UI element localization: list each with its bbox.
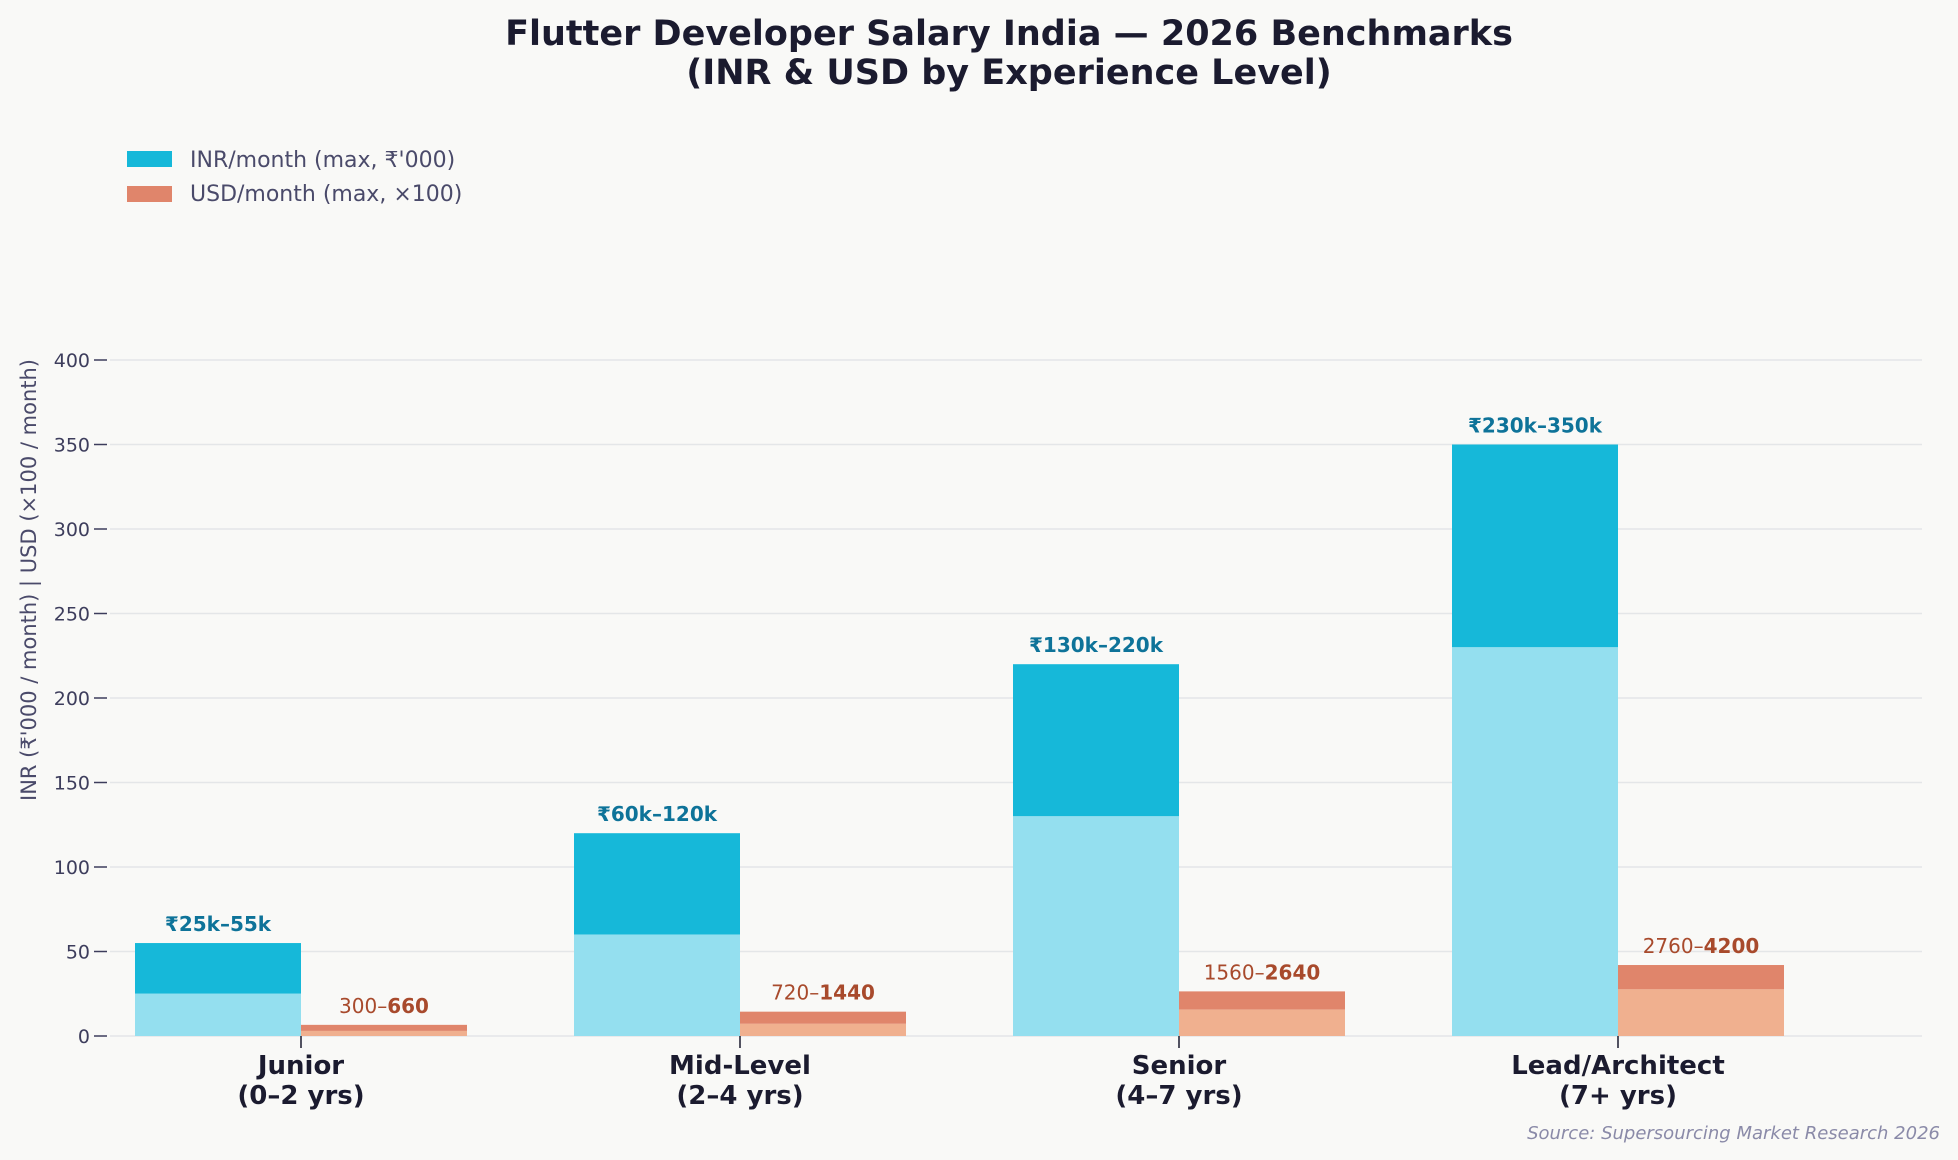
y-tick-label: 150 xyxy=(54,773,90,795)
bar-usd-max xyxy=(301,1024,467,1031)
legend-swatch-usd xyxy=(127,186,172,202)
bar-value-labels: ₹25k–55k 300–660 ₹60k–120k 720–1440 ₹130k–22… xyxy=(165,414,1759,1018)
x-category-sublabel: (4–7 yrs) xyxy=(1115,1081,1242,1111)
x-category-sublabel: (7+ yrs) xyxy=(1559,1081,1677,1111)
y-tick-label: 300 xyxy=(54,519,90,541)
usd-range-label: 2760–4200 xyxy=(1643,934,1760,958)
bar-inr-max xyxy=(1013,664,1179,817)
bar-inr-max xyxy=(574,833,740,935)
source-note: Source: Supersourcing Market Research 20… xyxy=(1527,1123,1940,1144)
usd-range-label: 300–660 xyxy=(339,994,429,1018)
bar-inr-min xyxy=(574,934,740,1036)
y-tick-label: 200 xyxy=(54,688,90,710)
y-tick-label: 50 xyxy=(66,942,90,964)
x-category-label: Lead/Architect xyxy=(1511,1051,1725,1081)
chart-title-line-1: Flutter Developer Salary India — 2026 Be… xyxy=(505,14,1513,54)
legend: INR/month (max, ₹'000) USD/month (max, ×… xyxy=(127,148,462,207)
bar-inr-min xyxy=(135,993,301,1036)
chart-title: Flutter Developer Salary India — 2026 Be… xyxy=(505,14,1513,93)
chart-title-line-2: (INR & USD by Experience Level) xyxy=(686,53,1332,93)
bar-usd-max xyxy=(1179,991,1345,1010)
bar-usd-max xyxy=(740,1011,906,1024)
x-category-label: Senior xyxy=(1132,1051,1227,1081)
bar-inr-max xyxy=(135,943,301,994)
y-axis-label: INR (₹'000 / month) | USD (×100 / month) xyxy=(17,359,42,801)
bars xyxy=(135,444,1784,1036)
usd-range-max: 660 xyxy=(387,994,429,1018)
usd-range-label: 720–1440 xyxy=(771,981,875,1005)
bar-usd-min xyxy=(1179,1009,1345,1036)
legend-label-inr: INR/month (max, ₹'000) xyxy=(190,148,455,173)
x-category-sublabel: (0–2 yrs) xyxy=(237,1081,364,1111)
inr-range-label: ₹60k–120k xyxy=(597,802,718,826)
inr-range-label: ₹25k–55k xyxy=(165,912,272,936)
bar-usd-min xyxy=(1618,989,1784,1036)
usd-range-min: 300– xyxy=(339,994,387,1018)
bar-usd-min xyxy=(740,1023,906,1036)
inr-range-label: ₹130k–220k xyxy=(1029,633,1164,657)
y-tick-label: 0 xyxy=(78,1026,90,1048)
axes: INR (₹'000 / month) | USD (×100 / month)… xyxy=(17,350,1725,1111)
inr-range-label: ₹230k–350k xyxy=(1468,414,1603,438)
bar-inr-min xyxy=(1013,816,1179,1036)
usd-range-min: 720– xyxy=(771,981,819,1005)
bar-inr-min xyxy=(1452,647,1618,1036)
legend-label-usd: USD/month (max, ×100) xyxy=(190,182,462,207)
usd-range-max: 4200 xyxy=(1704,934,1760,958)
usd-range-max: 2640 xyxy=(1265,960,1321,984)
usd-range-min: 2760– xyxy=(1643,934,1704,958)
y-tick-label: 350 xyxy=(54,435,90,457)
usd-range-min: 1560– xyxy=(1204,960,1265,984)
y-tick-label: 400 xyxy=(54,350,90,372)
x-category-label: Mid-Level xyxy=(669,1051,811,1081)
usd-range-label: 1560–2640 xyxy=(1204,960,1321,984)
x-category-sublabel: (2–4 yrs) xyxy=(676,1081,803,1111)
bar-usd-max xyxy=(1618,965,1784,990)
usd-range-max: 1440 xyxy=(819,981,875,1005)
bar-usd-min xyxy=(301,1030,467,1036)
y-tick-label: 250 xyxy=(54,604,90,626)
legend-swatch-inr xyxy=(127,151,172,167)
y-tick-label: 100 xyxy=(54,857,90,879)
x-category-label: Junior xyxy=(256,1051,344,1081)
bar-inr-max xyxy=(1452,444,1618,648)
